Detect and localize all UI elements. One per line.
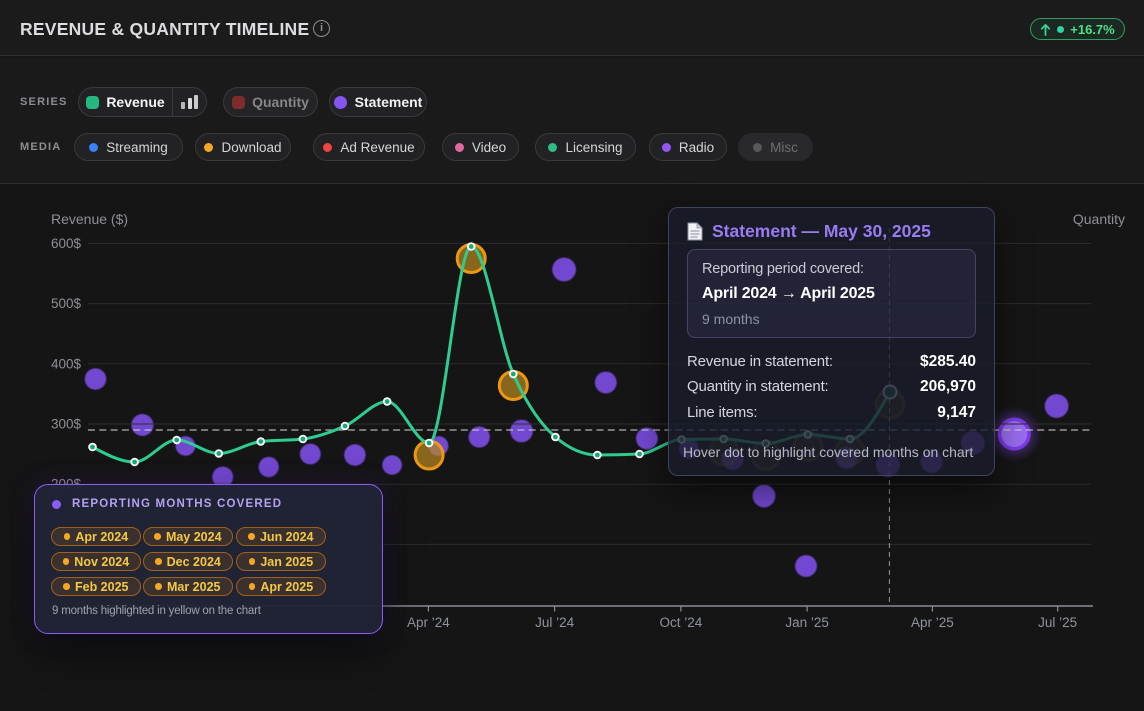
svg-text:600$: 600$ xyxy=(51,236,82,251)
svg-text:Apr ’25: Apr ’25 xyxy=(911,615,954,630)
svg-text:Jul ’25: Jul ’25 xyxy=(1038,615,1077,630)
svg-text:Jan ’25: Jan ’25 xyxy=(785,615,829,630)
svg-text:Oct ’24: Oct ’24 xyxy=(660,615,703,630)
svg-text:400$: 400$ xyxy=(51,356,82,371)
svg-text:300$: 300$ xyxy=(51,417,82,432)
svg-text:Revenue ($): Revenue ($) xyxy=(51,211,128,227)
svg-text:Jul ’24: Jul ’24 xyxy=(535,615,575,630)
svg-text:Apr ’24: Apr ’24 xyxy=(407,615,450,630)
svg-text:500$: 500$ xyxy=(51,296,82,311)
svg-text:Quantity: Quantity xyxy=(1073,211,1125,227)
